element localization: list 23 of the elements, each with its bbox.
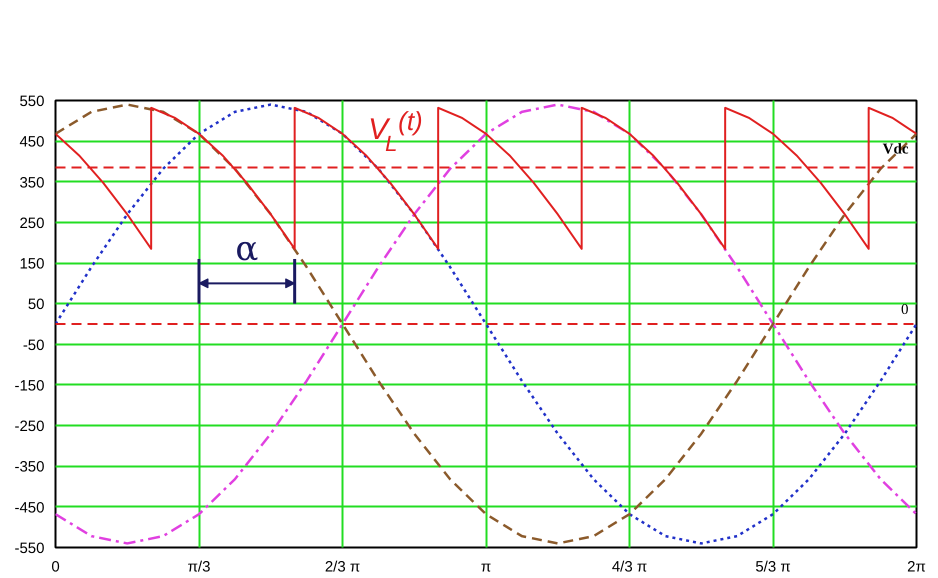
line-series [56,103,916,545]
x-tick-label: 2π [907,558,926,576]
x-tick-label: 2/3 π [324,558,360,576]
annotation: α [235,229,258,270]
x-tick-label: π [480,558,492,576]
x-tick-label: 0 [51,558,60,576]
y-tick-label: 550 [19,93,45,110]
y-tick-label: -550 [14,540,45,557]
y-tick-label: -350 [14,458,45,476]
y-tick-label: 450 [19,134,45,151]
x-tick-label: 5/3 π [755,558,791,576]
y-tick-label: -50 [22,336,45,354]
ref-line-label: 0 [901,302,908,318]
y-tick-label: 150 [19,256,45,273]
y-tick-label: 50 [28,296,45,314]
y-tick-label: 250 [19,214,45,232]
y-tick-label: 350 [19,174,45,192]
y-tick-label: -450 [14,499,45,516]
ref-line-label: Vdc [882,142,909,158]
y-tick-label: -250 [14,418,45,436]
x-tick-label: π/3 [188,558,210,576]
x-tick-label: 4/3 π [612,558,648,576]
y-tick-label: -150 [14,377,45,394]
